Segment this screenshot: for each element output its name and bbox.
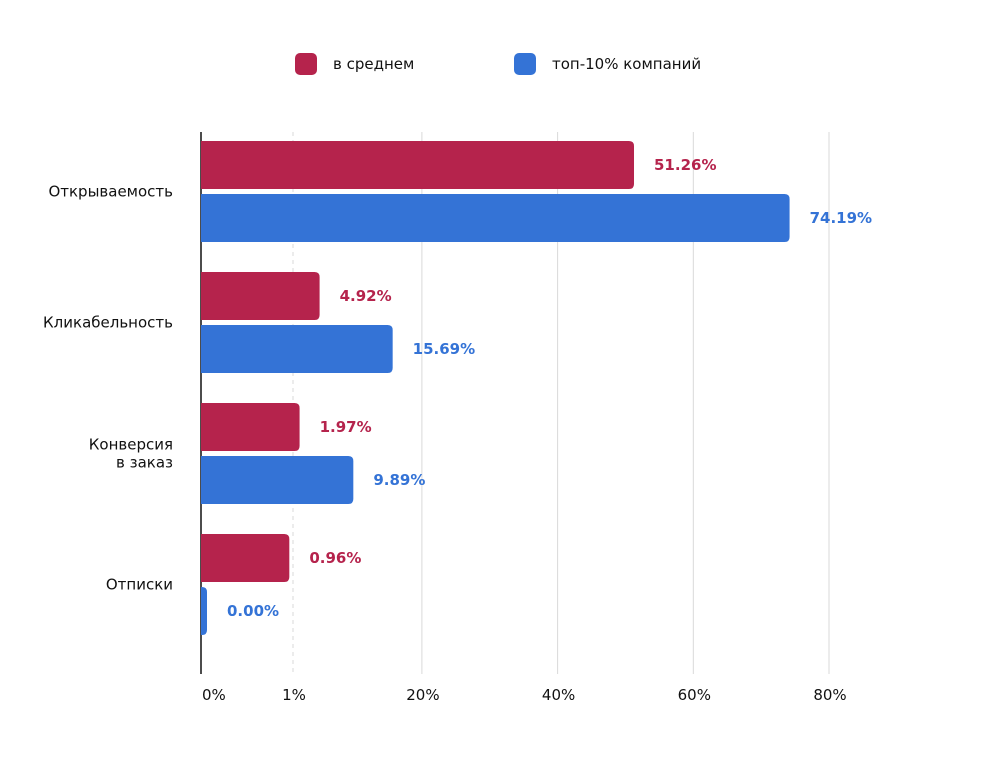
category-label: Открываемость (48, 183, 173, 201)
x-tick-label: 1% (282, 686, 306, 704)
bar-average (201, 272, 320, 320)
category-label: Кликабельность (43, 314, 173, 332)
data-label: 0.00% (227, 602, 279, 620)
data-label: 0.96% (309, 549, 361, 567)
x-tick-label: 80% (813, 686, 846, 704)
bar-top10 (201, 194, 790, 242)
category-label: в заказ (116, 454, 173, 472)
category-label: Отписки (106, 576, 173, 594)
x-tick-label: 20% (406, 686, 439, 704)
legend-label: топ-10% компаний (552, 55, 701, 73)
data-label: 9.89% (373, 471, 425, 489)
x-tick-label: 60% (678, 686, 711, 704)
data-label: 4.92% (340, 287, 392, 305)
legend-swatch (295, 53, 317, 75)
bar-average (201, 534, 290, 582)
data-label: 15.69% (413, 340, 475, 358)
data-label: 1.97% (320, 418, 372, 436)
data-label: 74.19% (810, 209, 872, 227)
legend-swatch (514, 53, 536, 75)
bar-average (201, 403, 300, 451)
bar-average (201, 141, 635, 189)
bar-top10 (201, 587, 207, 635)
legend-label: в среднем (333, 55, 414, 73)
x-tick-label: 0% (202, 686, 226, 704)
x-tick-label: 40% (542, 686, 575, 704)
data-label: 51.26% (654, 156, 716, 174)
bar-top10 (201, 325, 393, 373)
bar-top10 (201, 456, 354, 504)
category-label: Конверсия (89, 436, 173, 454)
